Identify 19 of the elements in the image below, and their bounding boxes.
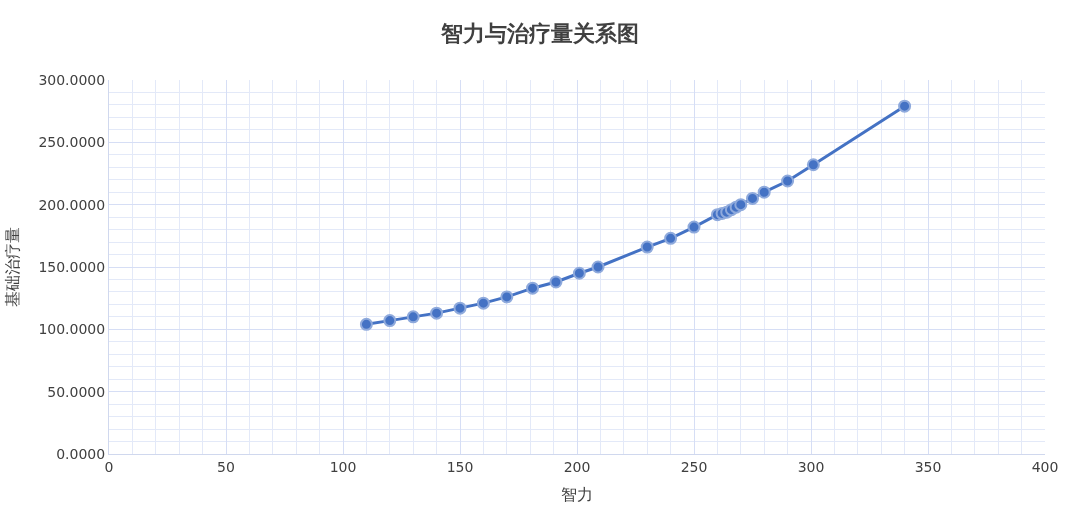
x-tick-label: 300	[797, 458, 825, 475]
x-tick-label: 0	[104, 458, 114, 475]
x-tick-label: 350	[914, 458, 942, 475]
x-tick-label: 400	[1031, 458, 1059, 475]
y-tick-label: 0.0000	[56, 445, 106, 462]
x-tick-label: 150	[446, 458, 474, 475]
y-axis-title: 基础治疗量	[3, 227, 23, 307]
x-axis-title: 智力	[561, 485, 593, 505]
y-tick-label: 200.0000	[38, 196, 106, 213]
y-tick-label: 50.0000	[47, 383, 106, 400]
x-tick-label: 50	[217, 458, 235, 475]
chart-title: 智力与治疗量关系图	[440, 21, 639, 47]
x-tick-label: 100	[329, 458, 357, 475]
x-tick-label: 250	[680, 458, 708, 475]
y-tick-label: 300.0000	[38, 71, 106, 88]
y-tick-label: 150.0000	[38, 258, 106, 275]
x-tick-label: 200	[563, 458, 591, 475]
y-tick-label: 100.0000	[38, 321, 106, 338]
y-tick-label: 250.0000	[38, 134, 106, 151]
